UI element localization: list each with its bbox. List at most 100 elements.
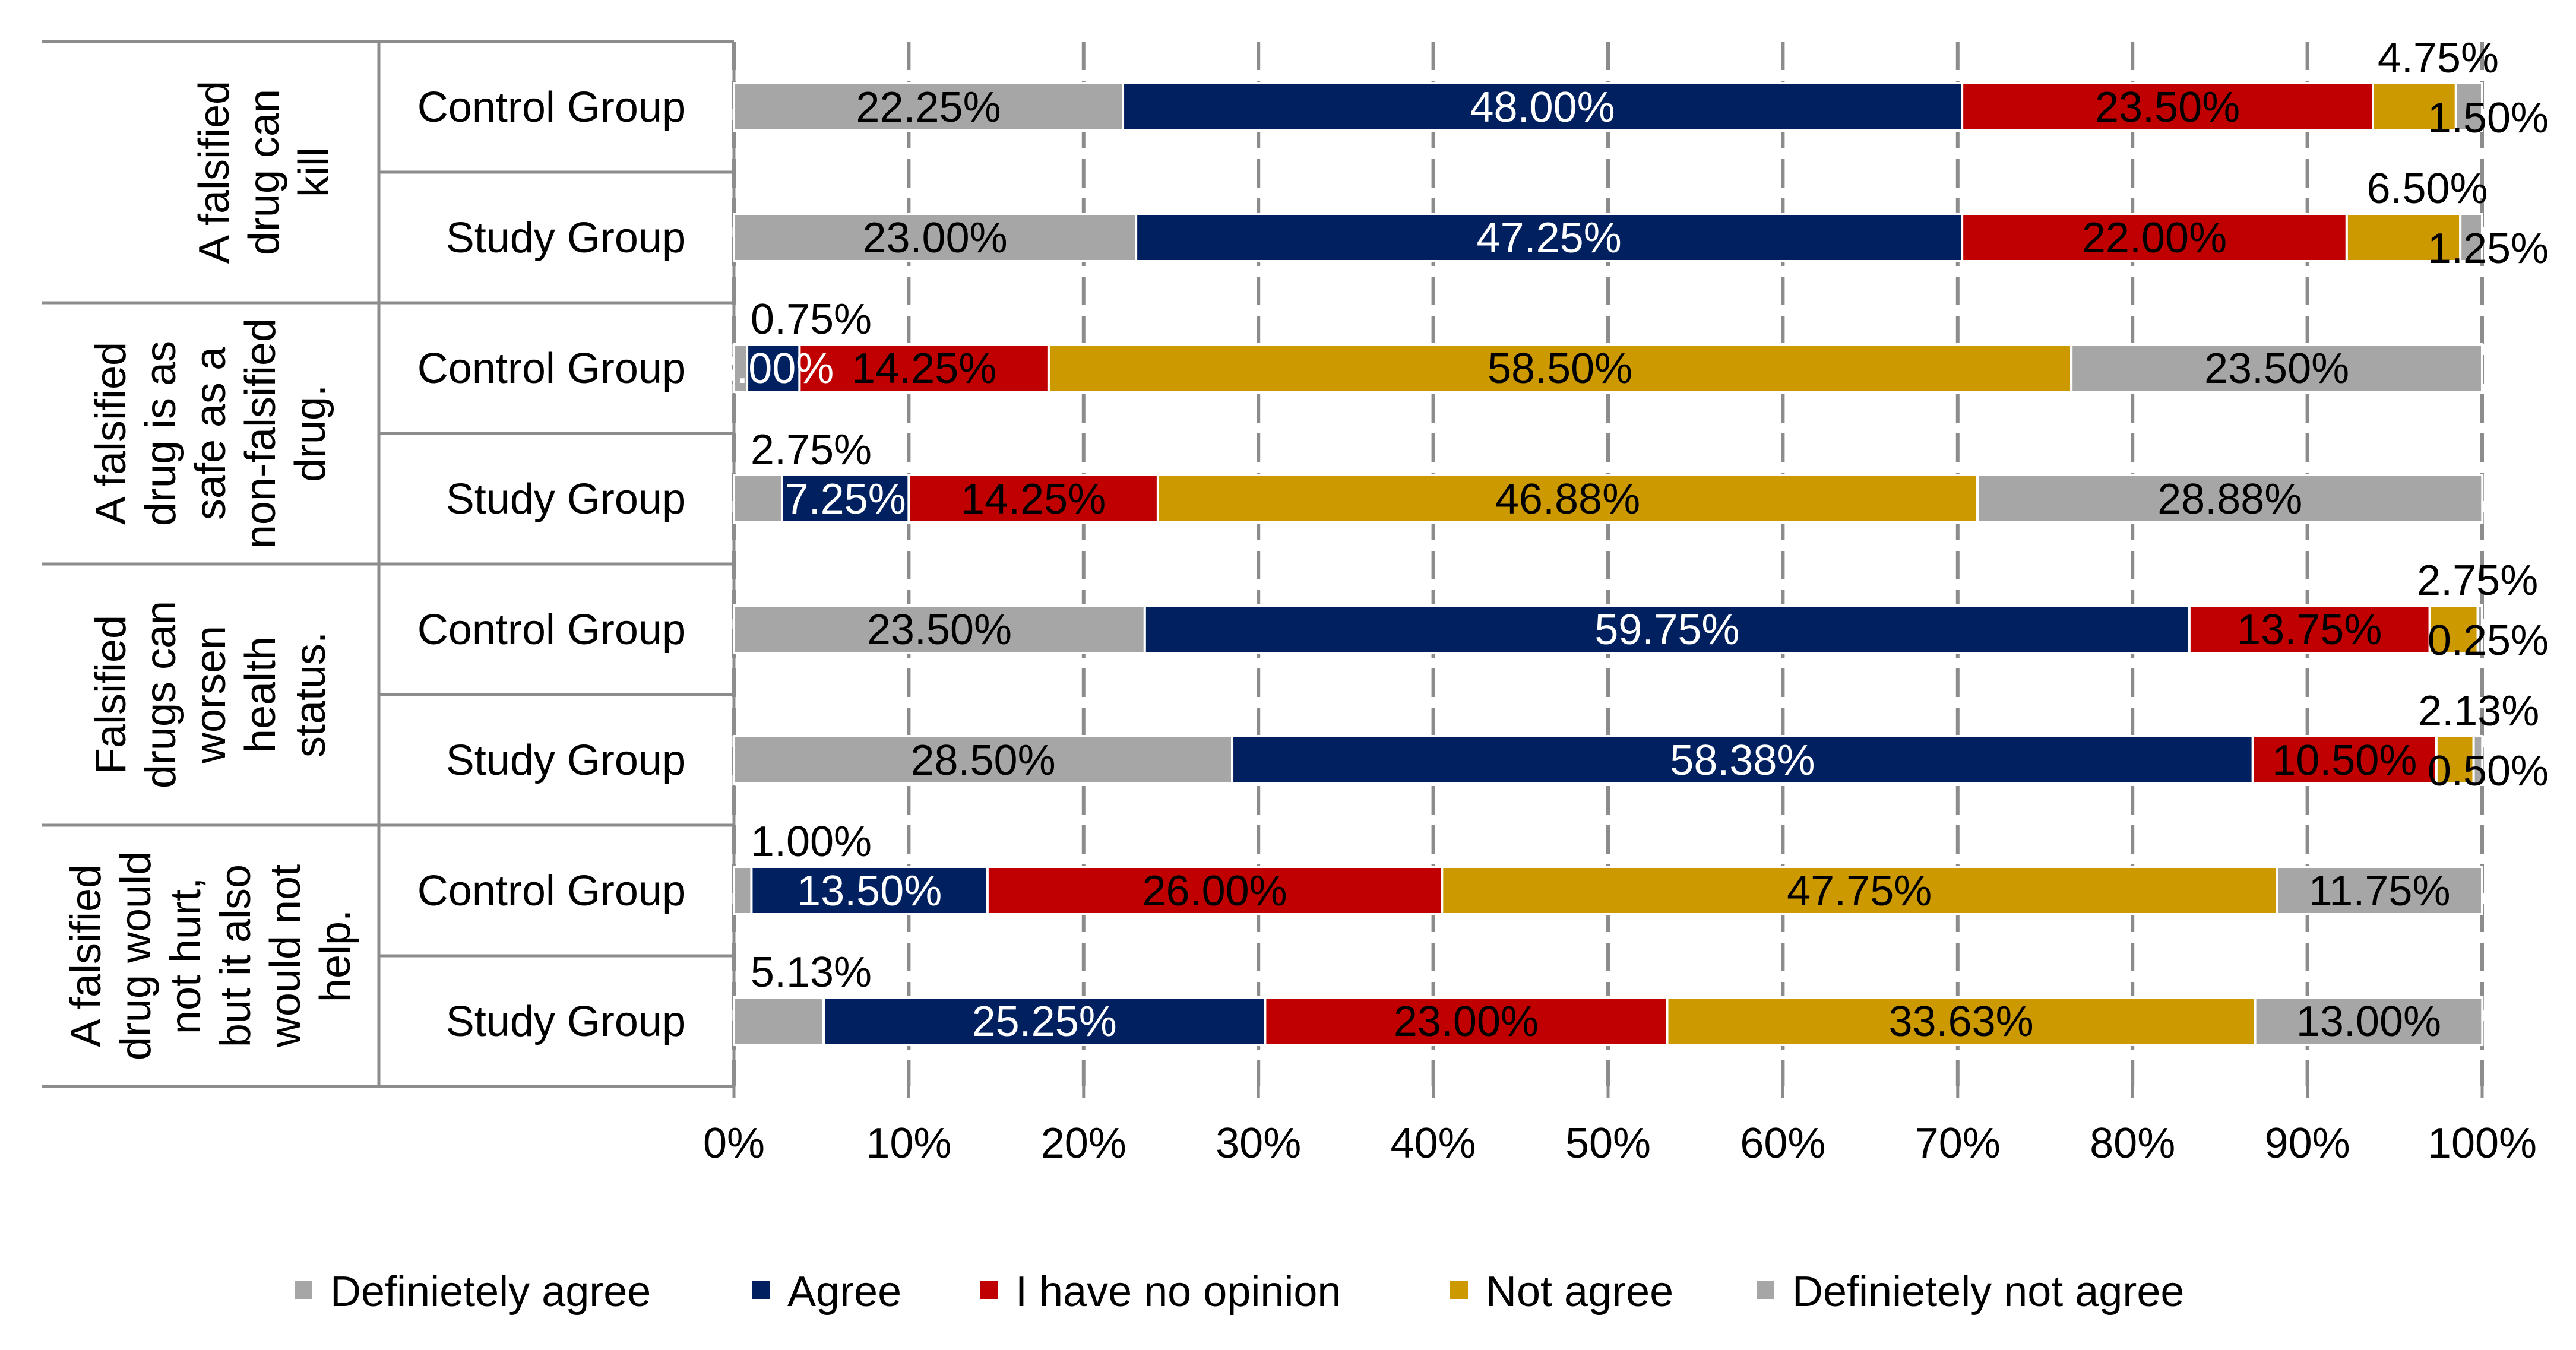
data-label: 23.50%: [2204, 345, 2349, 392]
legend-swatch: [980, 1281, 998, 1299]
stacked-bar: 23.50% 59.75% 13.75% 2.75% 0.25%: [733, 557, 2549, 664]
x-tick-label: 70%: [1915, 1120, 2001, 1167]
bar-segment: [1961, 213, 2348, 262]
bar-segment: [986, 866, 1444, 915]
x-tick-label: 80%: [2090, 1120, 2175, 1167]
legend-label: Definietely not agree: [1792, 1268, 2184, 1316]
bar-segment: [750, 866, 989, 915]
data-label: 13.75%: [2237, 606, 2382, 654]
data-label: 13.50%: [797, 867, 942, 915]
data-label: 1.00%: [751, 818, 872, 866]
bar-segment: [733, 866, 753, 915]
bar-segment: [746, 343, 801, 393]
bar-segment: [2454, 82, 2483, 132]
legend: Definietely agree Agree I have no opinion N…: [295, 1268, 2184, 1316]
bar-segment: [1135, 213, 1964, 262]
category-label: Study Group: [446, 214, 686, 262]
data-label: 26.00%: [1142, 867, 1287, 915]
stacked-bar: 1.00%13.50% 26.00% 47.75% 11.75%: [733, 818, 2484, 915]
data-label: 48.00%: [1470, 84, 1615, 131]
x-tick-label: 60%: [1740, 1120, 1825, 1167]
bar-segment: [2472, 735, 2484, 785]
x-tick-label: 90%: [2265, 1120, 2350, 1167]
data-label: 58.38%: [1670, 737, 1815, 784]
data-label: 23.50%: [867, 606, 1012, 654]
data-label: 0.25%: [2428, 617, 2549, 664]
category-label: Control Group: [417, 867, 686, 915]
x-tick-label: 50%: [1565, 1120, 1651, 1167]
bar-segment: [1961, 82, 2374, 132]
bar-segment: [2254, 996, 2484, 1046]
data-label: 46.88%: [1495, 476, 1640, 523]
data-label: 33.63%: [1888, 998, 2033, 1045]
bar-segment: [733, 604, 1146, 654]
data-label: 47.75%: [1787, 867, 1932, 915]
data-label: 14.25%: [961, 476, 1106, 523]
x-tick-label: 10%: [866, 1120, 951, 1167]
bar-segment: [1264, 996, 1669, 1046]
data-label: 0.50%: [2428, 747, 2549, 795]
bar-segment: [2276, 866, 2484, 915]
data-label: 23.50%: [2095, 84, 2240, 131]
legend-swatch: [1450, 1281, 1468, 1299]
legend-swatch: [295, 1281, 312, 1299]
bar-segment: [733, 996, 825, 1046]
data-label: 6.50%: [2366, 165, 2488, 213]
stacked-bar: 0.75%3.00% 14.25% 58.50% 23.50%: [713, 296, 2483, 393]
data-label: 11.75%: [2309, 867, 2451, 915]
bar-segment: [2188, 604, 2431, 654]
legend-label: Agree: [787, 1268, 901, 1316]
x-tick-label: 100%: [2428, 1120, 2537, 1167]
category-label: Control Group: [417, 606, 686, 654]
data-label: 14.25%: [852, 345, 996, 392]
data-label: 4.75%: [2378, 34, 2499, 82]
category-label: Study Group: [446, 998, 686, 1045]
data-label: 3.00%: [713, 345, 834, 392]
category-label: Control Group: [417, 345, 686, 392]
data-label: 7.25%: [785, 476, 906, 523]
legend-swatch: [1757, 1281, 1774, 1299]
bar-segment: [1047, 343, 2073, 393]
bar-segment: [2070, 343, 2483, 393]
data-label: 47.25%: [1477, 214, 1622, 262]
data-label: 13.00%: [2296, 998, 2441, 1045]
data-label: 10.50%: [2272, 737, 2417, 784]
data-label: 58.50%: [1488, 345, 1632, 392]
bar-segment: [2435, 735, 2475, 785]
legend-label: I have no opinion: [1015, 1268, 1341, 1316]
stacked-bar: 2.75%7.25% 14.25% 46.88% 28.88%: [733, 426, 2484, 524]
data-label: 25.25%: [972, 998, 1117, 1045]
data-label: 22.00%: [2082, 214, 2227, 262]
bar-segment: [1441, 866, 2278, 915]
category-axis-frame: [42, 40, 736, 1098]
legend-swatch: [752, 1281, 770, 1299]
x-tick-label: 40%: [1391, 1120, 1476, 1167]
bar-segment: [798, 343, 1050, 393]
data-label: 1.25%: [2428, 225, 2549, 272]
bar-segment: [822, 996, 1267, 1046]
data-label: 2.75%: [2417, 557, 2538, 604]
data-label: 23.00%: [1394, 998, 1539, 1045]
x-tick-label: 30%: [1216, 1120, 1301, 1167]
bar-segment: [2459, 213, 2484, 262]
bar-segment: [733, 735, 1234, 785]
group-label: A falsifieddrug is assafe as anon-falsif…: [87, 318, 334, 549]
bar-segment: [2476, 604, 2484, 654]
bar-segment: [1156, 474, 1979, 524]
stacked-bar: 23.00% 47.25% 22.00% 6.50% 1.25%: [733, 165, 2549, 272]
category-label: Control Group: [417, 84, 686, 131]
data-label: 22.25%: [856, 84, 1001, 131]
bar-segment: [2428, 604, 2479, 654]
data-label: 1.50%: [2428, 94, 2549, 142]
bar-segment: [1976, 474, 2484, 524]
stacked-bar: 5.13% 25.25% 23.00% 33.63% 13.00%: [733, 949, 2484, 1046]
legend-label: Definietely agree: [330, 1268, 651, 1316]
data-label: 0.75%: [751, 296, 872, 343]
group-label: A falsifieddrug wouldnot hurt,but it als…: [62, 851, 359, 1060]
x-tick-label: 0%: [703, 1120, 765, 1167]
group-label: Falsifieddrugs canworsenhealthstatus.: [87, 601, 334, 788]
stacked-bar: 28.50% 58.38% 10.50%2.13% 0.50%: [733, 687, 2549, 795]
bar-segment: [1231, 735, 2254, 785]
data-label: 2.75%: [751, 426, 872, 474]
category-label: Study Group: [446, 476, 686, 523]
